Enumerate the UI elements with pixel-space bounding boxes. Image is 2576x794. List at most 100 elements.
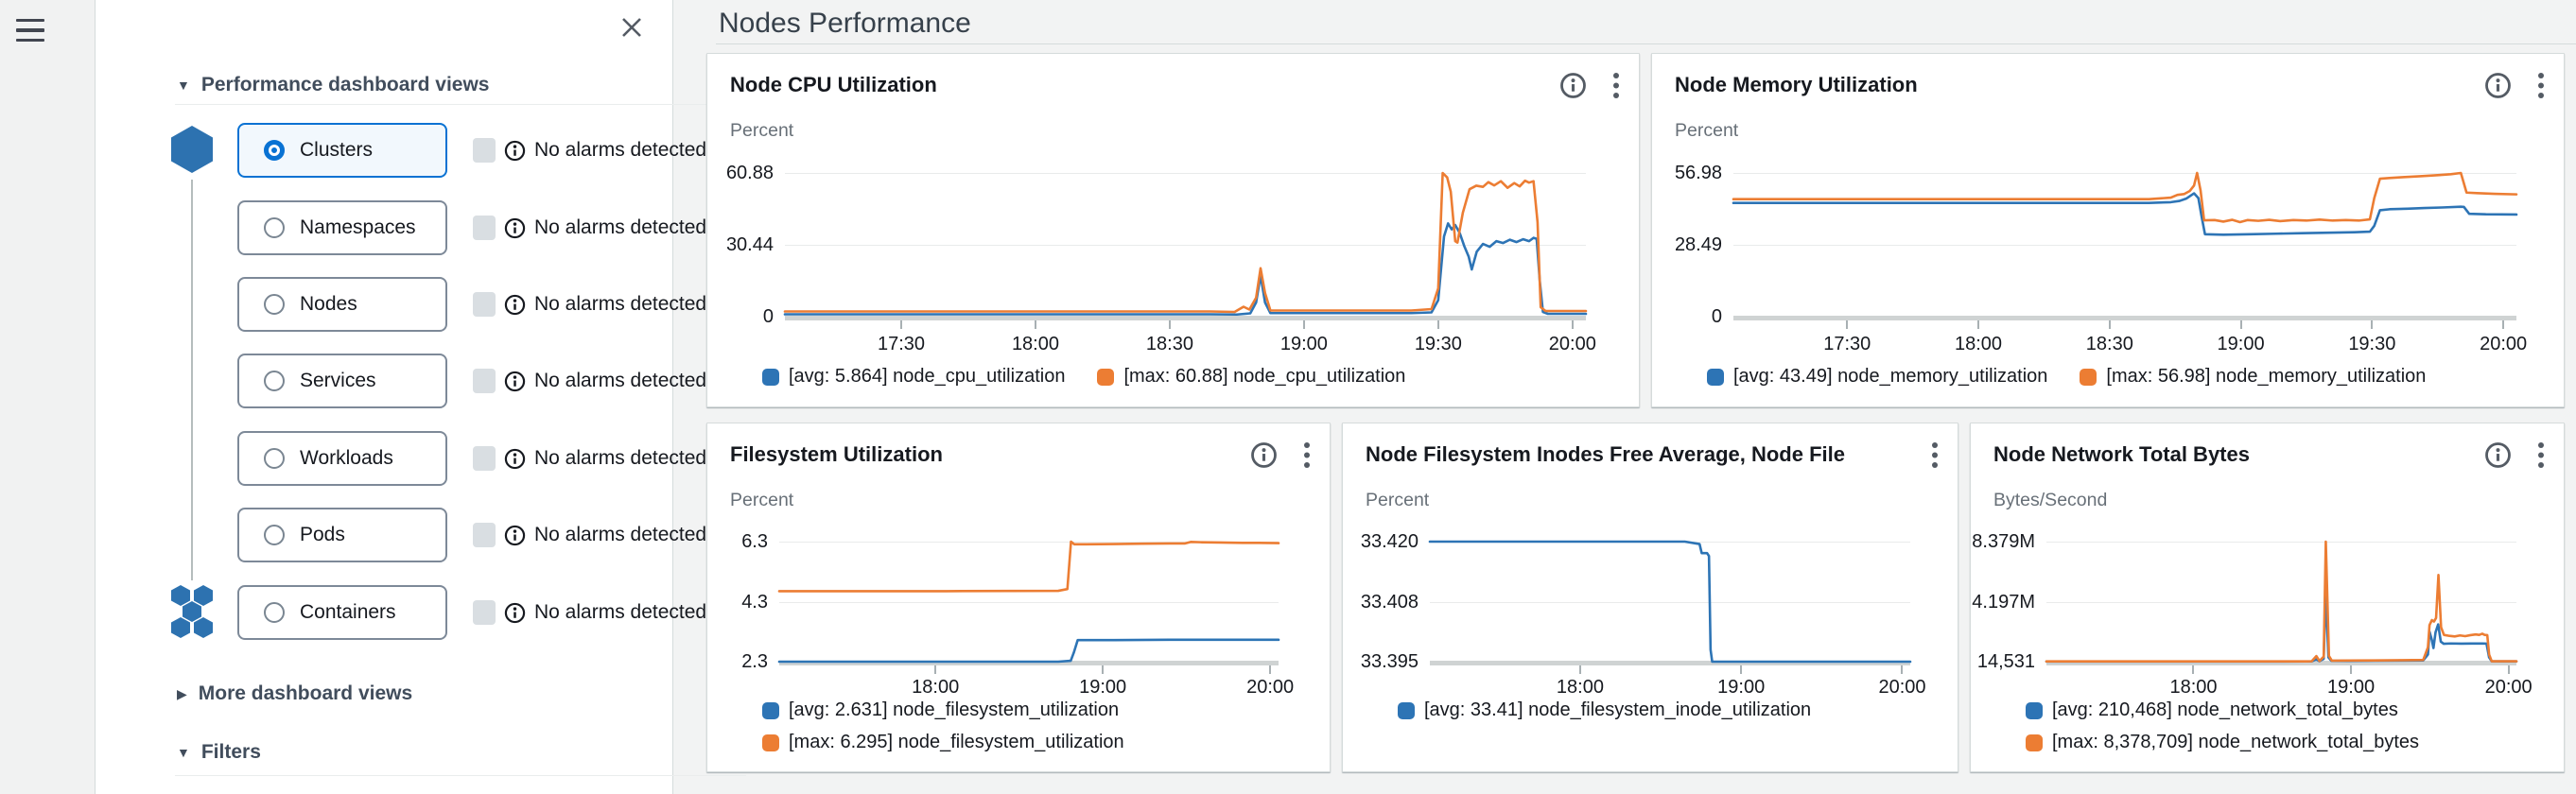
x-tick-label: 20:00 [1859,677,1944,699]
sidebar-item-workloads[interactable]: Workloads [237,431,447,486]
x-tick-mark [1977,320,1979,329]
alarm-status-square [473,292,496,317]
info-icon[interactable] [2483,440,2513,470]
sidebar-item-containers[interactable]: Containers [237,585,447,640]
info-icon[interactable] [504,371,526,392]
info-icon[interactable] [2483,71,2513,100]
y-tick-label: 60.88 [707,163,774,183]
x-tick-label: 18:00 [1936,334,2021,355]
info-icon[interactable] [504,602,526,624]
kebab-menu-icon[interactable] [2537,71,2545,100]
chart-plot-area[interactable] [2046,542,2516,662]
x-tick-mark [1102,665,1104,674]
info-icon[interactable] [504,217,526,239]
alarm-status-square [473,369,496,393]
legend-item[interactable]: [avg: 43.49] node_memory_utilization [1707,366,2047,388]
legend-item[interactable]: [max: 60.88] node_cpu_utilization [1097,366,1405,388]
x-tick-mark [2192,665,2194,674]
radio-icon [264,294,285,315]
alarm-status-text: No alarms detected [534,293,706,316]
sidebar-item-pods[interactable]: Pods [237,508,447,562]
x-tick-label: 18:00 [2150,677,2236,699]
alarm-status-text: No alarms detected [534,601,706,624]
radio-icon [264,448,285,469]
x-tick-label: 20:00 [1227,677,1313,699]
y-tick-label: 33.420 [1343,531,1419,552]
close-icon[interactable] [616,11,648,43]
y-tick-label: 6.3 [707,531,768,552]
kebab-menu-icon[interactable] [1303,440,1311,470]
legend-item[interactable]: [max: 56.98] node_memory_utilization [2080,366,2426,388]
card-node-memory-utilization: Node Memory UtilizationPercent56.9828.49… [1651,53,2565,407]
info-icon[interactable] [504,448,526,470]
x-tick-label: 18:30 [2067,334,2152,355]
chevron-right-icon: ▶ [177,686,187,702]
alarm-status-square [473,523,496,547]
info-icon[interactable] [1249,440,1279,470]
radio-icon [264,217,285,238]
legend-swatch [2026,702,2043,719]
legend-item[interactable]: [avg: 33.41] node_filesystem_inode_utili… [1398,699,1811,721]
chart-plot-area[interactable] [785,173,1586,317]
info-icon[interactable] [504,525,526,546]
legend-item[interactable]: [avg: 2.631] node_filesystem_utilization [762,699,1119,721]
legend-swatch [762,734,779,751]
y-axis-unit-label: Percent [1366,490,1429,511]
legend-label: [max: 60.88] node_cpu_utilization [1123,366,1405,388]
chart-title: Node Filesystem Inodes Free Average, Nod… [1366,442,1845,467]
divider [175,104,746,105]
chart-plot-area[interactable] [1430,542,1910,662]
x-tick-mark [1035,320,1036,329]
kebab-menu-icon[interactable] [1931,440,1939,470]
y-tick-label: 0 [1652,306,1722,327]
alarm-status-square [473,216,496,240]
page-title: Nodes Performance [719,8,971,40]
chart-plot-area[interactable] [779,542,1279,662]
kebab-menu-icon[interactable] [2537,440,2545,470]
x-tick-label: 19:00 [2308,677,2393,699]
x-tick-label: 18:00 [993,334,1078,355]
alarm-status-text: No alarms detected [534,524,706,546]
chart-title: Node Network Total Bytes [1993,442,2250,467]
x-tick-mark [934,665,936,674]
section-performance-dashboard-views[interactable]: ▼ Performance dashboard views [96,74,672,96]
info-icon[interactable] [1558,71,1588,100]
legend-item[interactable]: [avg: 5.864] node_cpu_utilization [762,366,1065,388]
legend-swatch [1707,369,1724,386]
section-filters[interactable]: ▼ Filters [96,741,672,764]
hamburger-menu-icon[interactable] [16,19,46,45]
sidebar-item-clusters[interactable]: Clusters [237,123,447,178]
kebab-menu-icon[interactable] [1612,71,1620,100]
x-tick-label: 18:00 [1538,677,1623,699]
chart-plot-area[interactable] [1733,173,2516,317]
chart-title: Filesystem Utilization [730,442,943,467]
x-tick-mark [1740,665,1742,674]
info-icon[interactable] [504,294,526,316]
radio-icon [264,602,285,623]
x-tick-label: 19:00 [1698,677,1784,699]
x-tick-label: 19:30 [2329,334,2414,355]
series-line [1430,542,1910,662]
x-tick-mark [2109,320,2111,329]
info-icon[interactable] [504,140,526,162]
radio-icon [264,371,285,391]
chart-legend: [avg: 33.41] node_filesystem_inode_utili… [1398,699,1942,721]
legend-swatch [1398,702,1415,719]
section-more-dashboard-views[interactable]: ▶ More dashboard views [96,682,672,705]
sidebar-item-namespaces[interactable]: Namespaces [237,200,447,255]
legend-swatch [2080,369,2097,386]
radio-selected-icon [264,140,285,161]
sidebar-item-services[interactable]: Services [237,354,447,408]
y-tick-label: 0 [707,306,774,327]
legend-swatch [1097,369,1114,386]
sidebar-item-nodes[interactable]: Nodes [237,277,447,332]
legend-item[interactable]: [max: 6.295] node_filesystem_utilization [762,732,1124,753]
legend-label: [avg: 210,468] node_network_total_bytes [2052,699,2398,721]
legend-item[interactable]: [avg: 210,468] node_network_total_bytes [2026,699,2398,721]
legend-label: [avg: 33.41] node_filesystem_inode_utili… [1424,699,1811,721]
legend-label: [avg: 43.49] node_memory_utilization [1733,366,2047,388]
legend-item[interactable]: [max: 8,378,709] node_network_total_byte… [2026,732,2419,753]
alarm-status-square [473,600,496,625]
y-axis-unit-label: Percent [1675,120,1738,142]
x-tick-label: 18:00 [893,677,978,699]
